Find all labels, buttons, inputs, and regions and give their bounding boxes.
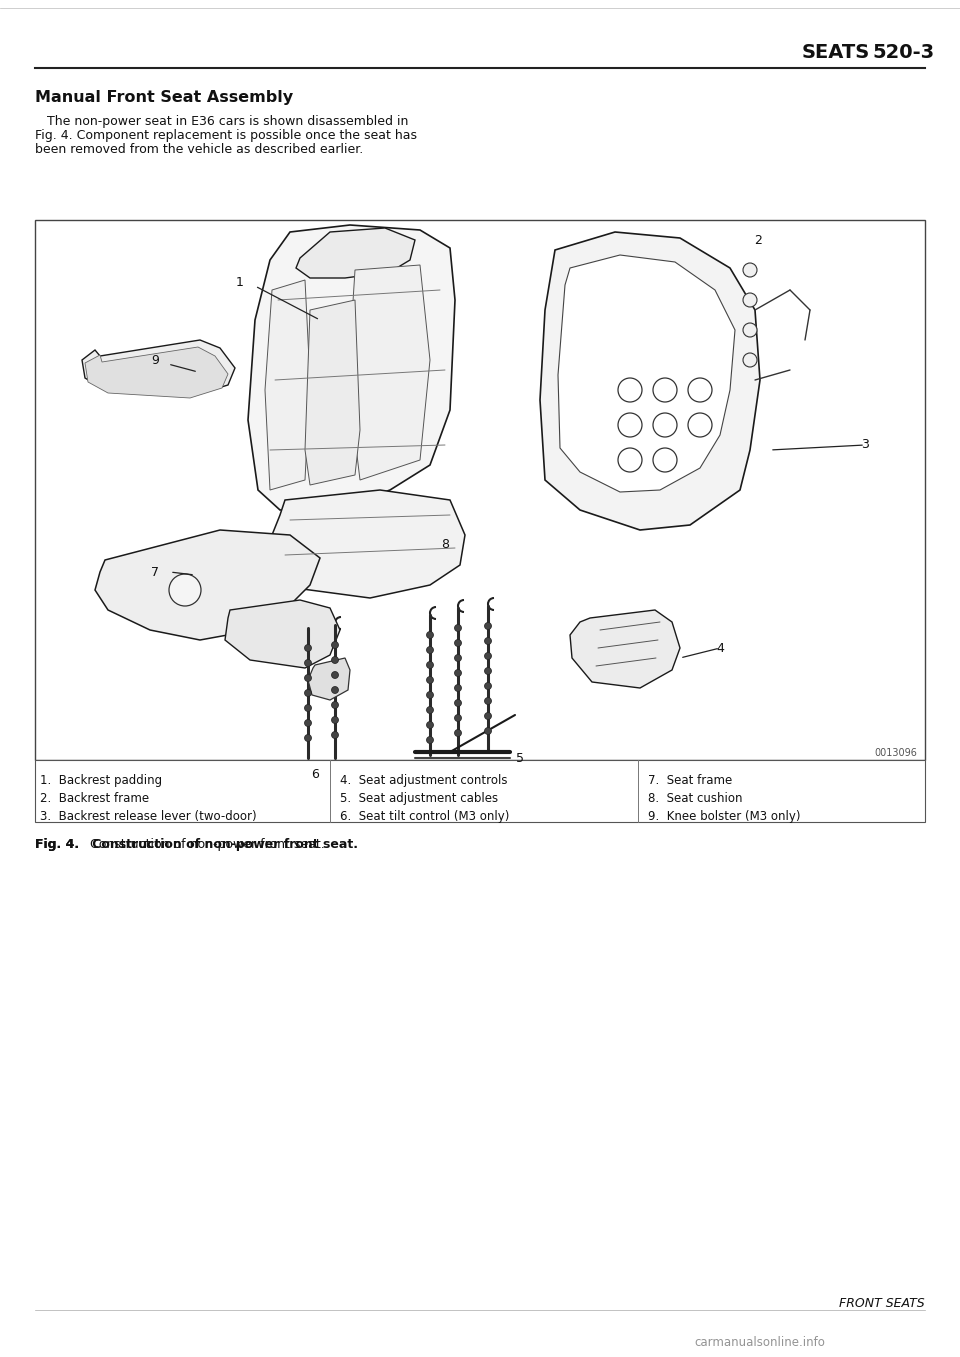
Text: 6.  Seat tilt control (M3 only): 6. Seat tilt control (M3 only) (340, 810, 510, 822)
Polygon shape (308, 658, 350, 700)
Text: Fig. 4.: Fig. 4. (35, 839, 79, 851)
Text: SEATS: SEATS (802, 42, 870, 61)
Text: 520-3: 520-3 (873, 42, 935, 61)
Polygon shape (85, 347, 228, 398)
Text: The non-power seat in E36 cars is shown disassembled in: The non-power seat in E36 cars is shown … (35, 115, 408, 128)
Text: 5.  Seat adjustment cables: 5. Seat adjustment cables (340, 792, 498, 805)
Circle shape (426, 737, 434, 744)
Circle shape (688, 413, 712, 437)
Text: Fig. 4.   Construction of non-power front seat.: Fig. 4. Construction of non-power front … (35, 839, 358, 851)
Circle shape (743, 323, 757, 337)
Circle shape (743, 353, 757, 366)
Circle shape (331, 702, 339, 708)
Circle shape (304, 689, 311, 696)
Text: been removed from the vehicle as described earlier.: been removed from the vehicle as describ… (35, 142, 363, 156)
Text: 8.  Seat cushion: 8. Seat cushion (648, 792, 742, 805)
Text: 3: 3 (861, 438, 869, 452)
Polygon shape (265, 280, 310, 490)
Circle shape (618, 413, 642, 437)
Text: 1: 1 (236, 275, 244, 289)
Text: 9: 9 (151, 354, 159, 366)
Circle shape (304, 719, 311, 726)
Circle shape (331, 731, 339, 738)
Text: FRONT SEATS: FRONT SEATS (839, 1297, 925, 1310)
Circle shape (485, 623, 492, 630)
Circle shape (426, 707, 434, 714)
Circle shape (485, 683, 492, 689)
Text: 4: 4 (716, 642, 724, 654)
Circle shape (743, 293, 757, 307)
Polygon shape (95, 531, 320, 641)
Circle shape (618, 379, 642, 402)
Text: Fig. 4. Component replacement is possible once the seat has: Fig. 4. Component replacement is possibl… (35, 129, 417, 142)
Circle shape (331, 716, 339, 723)
Polygon shape (296, 228, 415, 278)
Circle shape (454, 730, 462, 737)
Circle shape (426, 722, 434, 729)
Circle shape (653, 448, 677, 472)
Circle shape (485, 712, 492, 719)
Text: Construction of non-power front seat.: Construction of non-power front seat. (82, 839, 324, 851)
Circle shape (454, 624, 462, 631)
Circle shape (485, 727, 492, 734)
Text: 7.  Seat frame: 7. Seat frame (648, 773, 732, 787)
Circle shape (304, 704, 311, 711)
Circle shape (304, 734, 311, 741)
Polygon shape (270, 490, 465, 598)
Circle shape (426, 677, 434, 684)
Text: 9.  Knee bolster (M3 only): 9. Knee bolster (M3 only) (648, 810, 801, 822)
Circle shape (653, 379, 677, 402)
Circle shape (485, 638, 492, 645)
Circle shape (485, 697, 492, 704)
Circle shape (426, 692, 434, 699)
Circle shape (426, 661, 434, 669)
Circle shape (618, 448, 642, 472)
Circle shape (426, 631, 434, 639)
Circle shape (304, 674, 311, 681)
Text: 6: 6 (311, 768, 319, 782)
Circle shape (426, 646, 434, 654)
Polygon shape (82, 341, 235, 395)
Text: 7: 7 (151, 566, 159, 578)
Polygon shape (540, 232, 760, 531)
Circle shape (454, 715, 462, 722)
Circle shape (485, 668, 492, 674)
Circle shape (743, 263, 757, 277)
Circle shape (653, 413, 677, 437)
Polygon shape (248, 225, 455, 510)
Circle shape (688, 379, 712, 402)
Circle shape (304, 660, 311, 666)
Text: 3.  Backrest release lever (two-door): 3. Backrest release lever (two-door) (40, 810, 256, 822)
Circle shape (331, 687, 339, 693)
Circle shape (485, 653, 492, 660)
Text: carmanualsonline.info: carmanualsonline.info (695, 1335, 826, 1349)
Circle shape (331, 672, 339, 678)
Text: 5: 5 (516, 752, 524, 764)
Text: 0013096: 0013096 (875, 748, 917, 759)
Polygon shape (225, 600, 340, 668)
Circle shape (169, 574, 201, 607)
Circle shape (454, 654, 462, 661)
Circle shape (454, 684, 462, 692)
Circle shape (454, 639, 462, 646)
Bar (35, 760, 925, 822)
Text: 8: 8 (441, 539, 449, 551)
Circle shape (331, 657, 339, 664)
Polygon shape (558, 255, 735, 493)
Circle shape (331, 642, 339, 649)
Text: 2.  Backrest frame: 2. Backrest frame (40, 792, 149, 805)
Circle shape (454, 669, 462, 677)
Circle shape (304, 645, 311, 651)
Polygon shape (348, 265, 430, 480)
Text: 4.  Seat adjustment controls: 4. Seat adjustment controls (340, 773, 508, 787)
Bar (35, 220, 925, 760)
Polygon shape (305, 300, 360, 484)
Text: Manual Front Seat Assembly: Manual Front Seat Assembly (35, 90, 293, 104)
Polygon shape (570, 611, 680, 688)
Text: 2: 2 (754, 233, 762, 247)
Circle shape (454, 699, 462, 707)
Text: 1.  Backrest padding: 1. Backrest padding (40, 773, 162, 787)
